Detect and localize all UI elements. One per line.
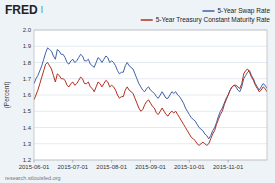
y-tick-label: 2.0 <box>23 27 32 33</box>
y-tick-label: 1.5 <box>23 108 32 114</box>
grid-line <box>34 111 267 112</box>
x-tick <box>228 160 229 163</box>
annotation: Ⅰ <box>41 6 43 15</box>
x-tick <box>150 160 151 163</box>
legend-label: 5-Year Swap Rate <box>217 7 270 15</box>
legend-swatch <box>141 19 153 21</box>
y-tick-label: 1.8 <box>23 60 32 66</box>
x-tick-label: 2015-09-01 <box>135 164 166 170</box>
y-tick-label: 1.4 <box>23 125 32 131</box>
y-tick-label: 1.6 <box>23 92 32 98</box>
chart: FREDⅠ 1.2 1.3 1.4 1.5 1.6 1.7 1.8 1.9 2.0 (Percent… <box>0 0 275 183</box>
series-line <box>34 63 267 146</box>
y-tick-label: 1.2 <box>23 157 32 163</box>
plot-area <box>34 30 267 160</box>
y-tick-label: 1.7 <box>23 76 32 82</box>
x-tick-label: 2015-06-01 <box>19 164 50 170</box>
legend-swatch <box>202 10 214 12</box>
plot-frame <box>34 30 267 160</box>
title: FRED <box>5 3 38 17</box>
grid-line <box>34 95 267 96</box>
x-tick <box>111 160 112 163</box>
y-axis-label: (Percent) <box>3 82 11 109</box>
grid-line <box>34 127 267 128</box>
x-tick <box>189 160 190 163</box>
grid-line <box>34 46 267 47</box>
x-tick-label: 2015-11-01 <box>213 164 244 170</box>
x-tick-label: 2015-10-01 <box>174 164 205 170</box>
grid-line <box>34 62 267 63</box>
grid-line <box>34 78 267 79</box>
x-tick <box>34 160 35 163</box>
series-line <box>34 48 267 139</box>
legend-label: 5-Year Treasury Constant Maturity Rate <box>156 16 271 24</box>
x-tick-label: 2015-08-01 <box>96 164 127 170</box>
grid-line <box>34 143 267 144</box>
annotation: research.stlouisfed.org <box>5 175 61 181</box>
y-tick-label: 1.9 <box>23 43 32 49</box>
lines <box>34 48 267 146</box>
x-tick <box>72 160 73 163</box>
y-grid <box>34 30 267 160</box>
legend: 5-Year Swap Rate5-Year Treasury Constant… <box>141 7 271 24</box>
x-tick-label: 2015-07-01 <box>57 164 88 170</box>
y-tick-label: 1.3 <box>23 141 32 147</box>
